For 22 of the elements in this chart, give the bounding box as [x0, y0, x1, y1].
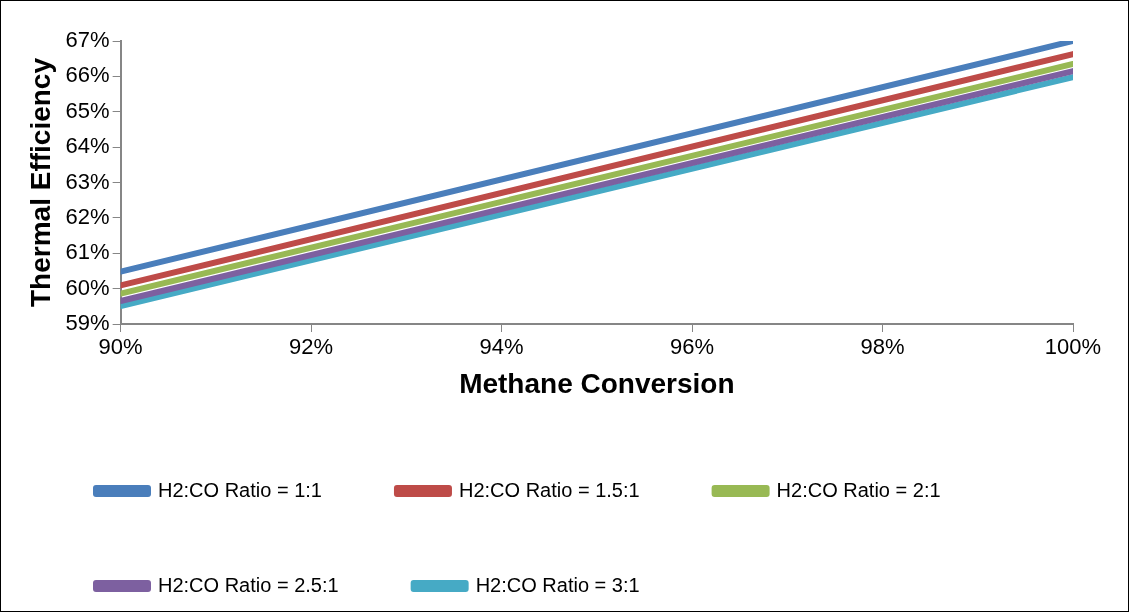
x-tick-label: 96%: [670, 334, 715, 360]
y-tick-label: 61%: [65, 239, 110, 265]
y-tick-label: 64%: [65, 133, 110, 159]
x-tick-label: 98%: [860, 334, 905, 360]
y-tick-label: 60%: [65, 274, 110, 300]
legend-label: H2:CO Ratio = 1.5:1: [458, 478, 640, 501]
legend-label: H2:CO Ratio = 1:1: [158, 478, 322, 501]
x-tick-label: 90%: [98, 334, 143, 360]
legend-label: H2:CO Ratio = 3:1: [475, 573, 640, 596]
y-tick-label: 63%: [65, 168, 110, 194]
x-tick-label: 100%: [1044, 334, 1102, 360]
y-tick-label: 65%: [65, 97, 110, 123]
y-tick-label: 66%: [65, 62, 110, 88]
y-tick-label: 62%: [65, 203, 110, 229]
x-axis-title: Methane Conversion: [459, 367, 735, 399]
x-tick-label: 92%: [289, 334, 334, 360]
legend-label: H2:CO Ratio = 2.5:1: [158, 573, 339, 596]
x-tick-label: 94%: [479, 334, 524, 360]
y-axis-title: Thermal Efficiency: [24, 57, 56, 307]
legend-label: H2:CO Ratio = 2:1: [776, 478, 941, 501]
y-tick-label: 59%: [65, 310, 110, 336]
y-tick-label: 67%: [65, 27, 110, 53]
